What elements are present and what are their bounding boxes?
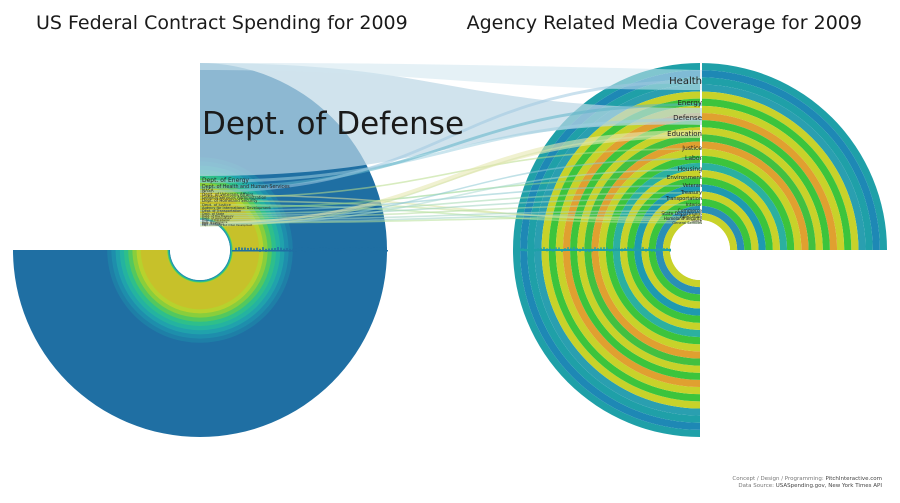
- credits-source-name: USASpending.gov, New York Times API: [776, 483, 882, 489]
- topic-label: Education: [667, 130, 702, 138]
- topic-label: General Services: [672, 221, 702, 225]
- agency-label: Dept. of Energy: [202, 177, 249, 184]
- topic-label: Defense: [673, 114, 702, 122]
- spiral-hole: [170, 220, 230, 280]
- topic-label: Interior: [686, 202, 703, 208]
- label-defense: Dept. of Defense: [202, 106, 464, 142]
- credits-design-name: PitchInteractive.com: [825, 476, 882, 482]
- topic-label: Housing: [678, 166, 703, 173]
- credits-design-prefix: Concept / Design / Programming:: [732, 476, 823, 482]
- topic-label: Health: [669, 76, 702, 87]
- topic-label: Energy: [677, 99, 702, 107]
- topic-label: Justice: [681, 145, 702, 152]
- topic-label: Transportation: [665, 196, 702, 202]
- agency-label: Dept. of Health and Human Services: [202, 184, 290, 190]
- agency-label: Dept. of Housing and Urban Development: [202, 224, 252, 227]
- spiral-hole: [670, 220, 730, 280]
- credits: Concept / Design / Programming: PitchInt…: [732, 476, 882, 490]
- topic-label: Labor: [685, 155, 702, 162]
- topic-label: Veteran: [683, 183, 702, 189]
- topic-label: Environment: [667, 175, 703, 181]
- coverage-tail: [516, 249, 671, 251]
- credits-source-prefix: Data Source:: [738, 483, 774, 489]
